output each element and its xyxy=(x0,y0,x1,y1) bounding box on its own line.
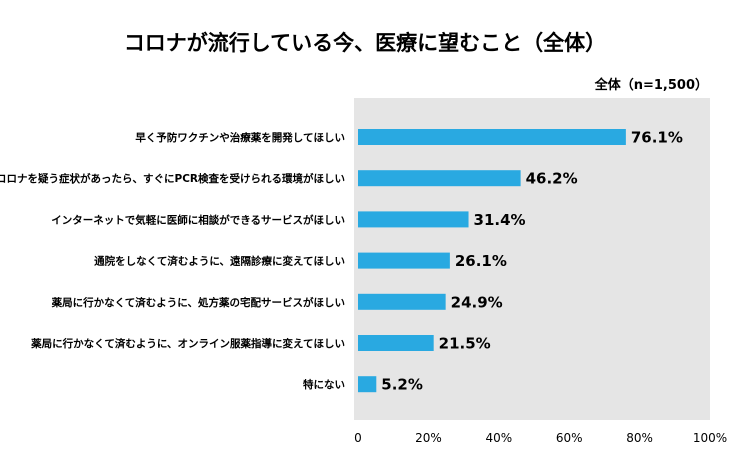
category-label: 特にない xyxy=(303,378,345,391)
category-label: インターネットで気軽に医師に相談ができるサービスがほしい xyxy=(51,213,345,226)
x-tick-label: 0 xyxy=(354,431,362,445)
bar xyxy=(358,376,377,393)
category-label: 薬局に行かなくて済むように、オンライン服薬指導に変えてほしい xyxy=(30,337,345,350)
x-tick-label: 60% xyxy=(556,431,583,445)
bar xyxy=(358,335,434,351)
bar xyxy=(358,129,626,145)
x-tick-label: 100% xyxy=(693,431,727,445)
data-label: 26.1% xyxy=(455,252,507,270)
data-label: 24.9% xyxy=(451,293,503,311)
data-label: 31.4% xyxy=(474,211,526,229)
bar xyxy=(358,211,469,228)
chart-title: コロナが流行している今、医療に望むこと（全体） xyxy=(124,31,606,55)
x-tick-label: 20% xyxy=(415,431,442,445)
x-tick-label: 40% xyxy=(485,431,512,445)
category-label: コロナを疑う症状があったら、すぐにPCR検査を受けられる環境がほしい xyxy=(0,172,345,185)
bar xyxy=(358,252,450,269)
category-label: 早く予防ワクチンや治療薬を開発してほしい xyxy=(135,131,345,144)
data-label: 21.5% xyxy=(439,335,491,353)
category-label: 薬局に行かなくて済むように、処方薬の宅配サービスがほしい xyxy=(51,296,345,309)
bar xyxy=(358,170,521,187)
chart-subtitle: 全体（n=1,500） xyxy=(594,77,708,93)
data-label: 76.1% xyxy=(631,129,683,147)
bar xyxy=(358,293,446,310)
data-label: 5.2% xyxy=(381,376,423,394)
x-tick-label: 80% xyxy=(626,431,653,445)
data-label: 46.2% xyxy=(526,170,578,188)
category-label: 通院をしなくて済むように、遠隔診療に変えてほしい xyxy=(94,255,345,268)
